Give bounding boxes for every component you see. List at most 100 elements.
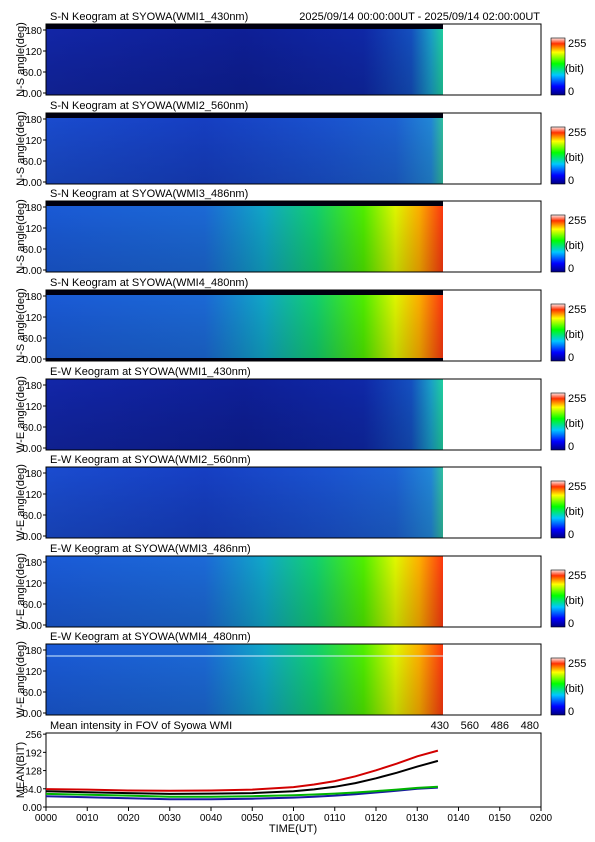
keogram-shade [46, 467, 443, 538]
panel-title: E-W Keogram at SYOWA(WMI2_560nm) [50, 454, 251, 466]
series-line-560 [45, 785, 438, 798]
y-axis-label: W-E angle(deg) [15, 376, 27, 453]
horizon-band [46, 201, 443, 206]
chart-title: Mean intensity in FOV of Syowa WMI [50, 720, 232, 732]
x-tick-label: 0140 [447, 813, 470, 824]
legend-entry: 480 [521, 720, 539, 732]
panel-title: S-N Keogram at SYOWA(WMI3_486nm) [50, 188, 248, 200]
x-tick-label: 0120 [365, 813, 388, 824]
colorbar [550, 126, 566, 185]
colorbar-min-label: 0 [568, 352, 574, 364]
panel-title: E-W Keogram at SYOWA(WMI1_430nm) [50, 366, 251, 378]
y-tick-label: 120 [25, 313, 42, 324]
series-line-486 [45, 749, 439, 792]
colorbar [550, 480, 566, 539]
x-tick-label: 0130 [406, 813, 429, 824]
colorbar-min-label: 0 [568, 441, 574, 453]
x-tick-label: 0100 [282, 813, 305, 824]
keogram-panel: S-N Keogram at SYOWA(WMI1_430nm) 2025/09/… [15, 11, 586, 100]
y-tick-label: 180 [25, 469, 42, 480]
colorbar-unit-label: (bit) [565, 63, 584, 75]
colorbar [550, 657, 566, 716]
y-tick-label: 0.00 [23, 178, 43, 189]
colorbar-max-label: 255 [568, 570, 586, 582]
colorbar-min-label: 0 [568, 529, 574, 541]
panel-title: E-W Keogram at SYOWA(WMI4_480nm) [50, 631, 251, 643]
colorbar-min-label: 0 [568, 618, 574, 630]
colorbar-unit-label: (bit) [565, 506, 584, 518]
y-tick-label: 180 [25, 646, 42, 657]
colorbar-max-label: 255 [568, 38, 586, 50]
time-range: 2025/09/14 00:00:00UT - 2025/09/14 02:00… [299, 11, 540, 23]
panel-frame [45, 643, 542, 716]
y-tick-label: 180 [25, 203, 42, 214]
x-tick-label: 0040 [200, 813, 223, 824]
y-tick-label: 0.00 [23, 709, 43, 720]
y-tick-label: 0.00 [23, 621, 43, 632]
y-tick-label: 120 [25, 579, 42, 590]
panel-title: S-N Keogram at SYOWA(WMI2_560nm) [50, 100, 248, 112]
x-tick-label: 0020 [117, 813, 140, 824]
y-tick-label: 120 [25, 667, 42, 678]
keogram-shade [46, 201, 443, 272]
keogram-panel: E-W Keogram at SYOWA(WMI1_430nm) 180 120 60… [15, 366, 586, 455]
x-tick-label: 0150 [489, 813, 512, 824]
y-tick-label: 180 [25, 558, 42, 569]
colorbar [550, 392, 566, 451]
y-tick-label: 120 [25, 490, 42, 501]
horizon-band [46, 290, 443, 295]
series-line-430 [45, 786, 438, 801]
legend-entry: 430 [431, 720, 449, 732]
panel-title: E-W Keogram at SYOWA(WMI3_486nm) [50, 543, 251, 555]
y-axis-label: W-E angle(deg) [15, 641, 27, 718]
series-line-480 [45, 759, 439, 795]
keogram-shade [46, 379, 443, 450]
y-tick-label: 60.0 [23, 157, 43, 168]
keogram-shade [46, 644, 443, 715]
y-tick-label: 0.00 [23, 444, 43, 455]
y-tick-label: 64.0 [23, 785, 43, 796]
y-axis-label: N-S angle(deg) [15, 288, 27, 363]
keogram-panel: E-W Keogram at SYOWA(WMI2_560nm) 180 120 60… [15, 454, 586, 543]
panel-frame [45, 23, 542, 96]
y-tick-label: 60.0 [23, 245, 43, 256]
y-axis-label: W-E angle(deg) [15, 553, 27, 630]
colorbar-unit-label: (bit) [565, 240, 584, 252]
colorbar-max-label: 255 [568, 481, 586, 493]
y-tick-label: 0.00 [23, 89, 43, 100]
y-tick-label: 60.0 [23, 511, 43, 522]
y-tick-label: 60.0 [23, 600, 43, 611]
keogram-shade [46, 24, 443, 95]
y-tick-label: 180 [25, 381, 42, 392]
y-tick-label: 60.0 [23, 688, 43, 699]
y-tick-label: 60.0 [23, 68, 43, 79]
horizon-band [46, 24, 443, 29]
panel-frame [45, 555, 542, 628]
keogram-panel: S-N Keogram at SYOWA(WMI2_560nm) 180 120 60… [15, 100, 586, 189]
keogram-panel: E-W Keogram at SYOWA(WMI4_480nm) 180 120 60… [15, 631, 586, 720]
colorbar-max-label: 255 [568, 304, 586, 316]
panel-title: S-N Keogram at SYOWA(WMI4_480nm) [50, 277, 248, 289]
colorbar-max-label: 255 [568, 393, 586, 405]
horizon-band [46, 358, 443, 361]
colorbar-unit-label: (bit) [565, 152, 584, 164]
keogram-shade [46, 113, 443, 184]
horizon-band [46, 113, 443, 118]
y-tick-label: 128 [25, 767, 42, 778]
colorbar [550, 569, 566, 628]
y-tick-label: 120 [25, 224, 42, 235]
panel-frame [45, 466, 542, 539]
y-tick-label: 120 [25, 47, 42, 58]
colorbar-unit-label: (bit) [565, 329, 584, 341]
legend-entry: 560 [461, 720, 479, 732]
colorbar-unit-label: (bit) [565, 595, 584, 607]
x-tick-label: 0000 [35, 813, 58, 824]
colorbar [550, 37, 566, 96]
y-tick-label: 256 [25, 730, 42, 741]
colorbar-min-label: 0 [568, 86, 574, 98]
y-axis-label: N-S angle(deg) [15, 111, 27, 186]
x-tick-label: 0010 [76, 813, 99, 824]
panel-frame [45, 112, 542, 185]
x-tick-label: 0110 [324, 813, 346, 824]
